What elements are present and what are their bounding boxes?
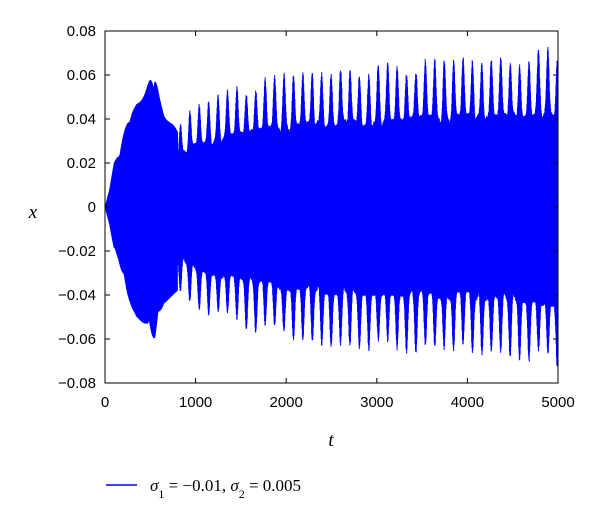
y-tick-label: −0.04 [58, 287, 96, 304]
x-tick-label: 1000 [179, 394, 212, 411]
y-axis-label: x [28, 202, 38, 223]
y-tick-label: 0 [88, 199, 96, 216]
x-axis: 0 1000 2000 3000 4000 5000 [101, 31, 575, 411]
legend: σ1 = −0.01, σ2 = 0.005 [106, 476, 301, 501]
x-tick-label: 2000 [270, 394, 303, 411]
y-tick-label: 0.04 [67, 111, 96, 128]
plot-area [104, 46, 559, 366]
y-tick-label: −0.08 [58, 375, 96, 392]
y-tick-label: −0.06 [58, 331, 96, 348]
x-tick-label: 5000 [541, 394, 574, 411]
y-tick-label: 0.02 [67, 155, 96, 172]
y-tick-label: 0.06 [67, 67, 96, 84]
series-line [104, 46, 559, 366]
x-tick-label: 3000 [360, 394, 393, 411]
legend-entry: σ1 = −0.01, σ2 = 0.005 [150, 476, 301, 501]
y-axis: 0.08 0.06 0.04 0.02 0 −0.02 −0.04 −0.06 −0.08 [58, 23, 558, 392]
y-tick-label: 0.08 [67, 23, 96, 40]
x-tick-label: 0 [101, 394, 109, 411]
y-tick-label: −0.02 [58, 243, 96, 260]
x-tick-label: 4000 [451, 394, 484, 411]
x-axis-label: t [328, 430, 334, 451]
